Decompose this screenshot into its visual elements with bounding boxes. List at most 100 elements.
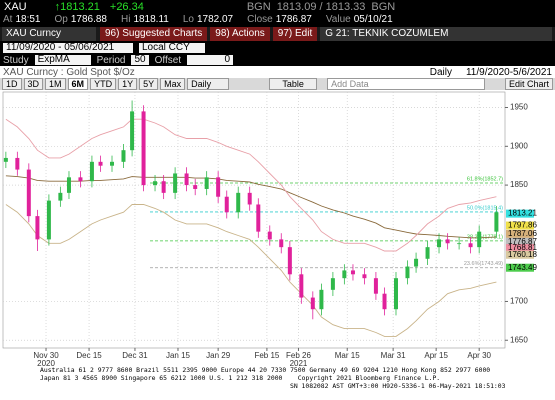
period-button[interactable]: 3D — [23, 78, 44, 90]
year-label: 2020 — [37, 359, 55, 366]
x-tick-label: Dec 15 — [76, 351, 102, 360]
study-line — [5, 175, 497, 239]
study-label: Study — [3, 54, 29, 66]
date-range[interactable]: 11/09/2020 - 05/06/2021 — [3, 43, 133, 53]
fib-label: 23.6%(1743.49) — [464, 261, 503, 267]
currency[interactable]: Local CCY — [139, 43, 205, 53]
candle-body — [224, 196, 229, 213]
candle-body — [287, 247, 292, 275]
candle-body — [425, 247, 430, 259]
period-button[interactable]: YTD — [90, 78, 117, 90]
footer-text: Copyright 2021 Bloomberg Finance L.P. — [297, 374, 441, 382]
candle-body — [279, 239, 284, 248]
arrow: ↑ — [54, 0, 61, 13]
x-tick-label: Mar 31 — [381, 351, 406, 360]
offset[interactable]: 0 — [187, 55, 234, 65]
table-button[interactable]: Table — [269, 78, 318, 90]
candle-body — [350, 270, 355, 275]
y-tick-label: 1650 — [510, 335, 528, 344]
chart-header: XAU Curncy : Gold Spot $/Oz Daily 11/9/2… — [0, 66, 555, 78]
x-tick-label: Dec 31 — [122, 351, 148, 360]
period-button[interactable]: 1D — [2, 78, 22, 90]
candle-body — [342, 270, 347, 279]
period-label: Period — [96, 54, 126, 66]
info-value: 1818.11 — [133, 14, 169, 25]
candle-body — [405, 266, 410, 279]
x-tick-label: Jan 29 — [206, 351, 231, 360]
edit-chart[interactable]: Edit Chart — [504, 78, 553, 90]
y-tick-label: 1700 — [510, 297, 528, 306]
info-label: Hi — [120, 14, 131, 25]
plot-area — [0, 90, 555, 366]
candle-body — [153, 181, 158, 186]
candle-body — [437, 239, 442, 248]
candle-body — [121, 150, 126, 162]
period-button[interactable]: Max — [160, 78, 186, 90]
period[interactable]: 50 — [131, 55, 149, 65]
study-line — [5, 118, 497, 252]
toolbar: XAU Curncy 96) Suggested Charts 98) Actio… — [0, 27, 555, 41]
info-value: 1786.87 — [275, 14, 312, 25]
price-tag — [506, 221, 534, 230]
fib-label: 61.8%(1852.7) — [467, 176, 503, 182]
toolbar-button[interactable]: 96) Suggested Charts — [100, 27, 208, 41]
candle-body — [141, 111, 146, 186]
security-input[interactable]: XAU Curncy — [2, 27, 96, 41]
chart-range: 11/9/2020-5/6/2021 — [465, 66, 552, 78]
x-tick-label: Feb 15 — [254, 351, 279, 360]
study-name[interactable]: ExpMA — [34, 55, 91, 65]
candle-body — [35, 216, 40, 240]
candle-body — [468, 243, 473, 248]
period-bar: 1D 3D 1M 6M YTD 1Y 5Y Max Daily Table Add Data Edit… — [0, 78, 555, 90]
add-data[interactable]: Add Data — [327, 78, 486, 90]
frequency-select[interactable]: Daily — [187, 78, 230, 90]
chart-frequency: Daily — [429, 66, 452, 78]
candle-body — [310, 297, 315, 310]
candle-body — [66, 177, 71, 193]
x-tick-label: Feb 26 — [286, 351, 311, 360]
candle-body — [247, 192, 252, 205]
candle-body — [494, 212, 499, 232]
footer-text: Japan 81 3 4565 8900 Singapore 65 6212 1… — [40, 374, 283, 382]
period-button[interactable]: 5Y — [139, 78, 159, 90]
plot-frame — [2, 91, 506, 349]
candle-body — [414, 258, 419, 267]
candle-body — [26, 169, 31, 217]
candle-body — [89, 161, 94, 182]
y-tick-label: 1900 — [510, 141, 528, 150]
candle-body — [216, 177, 221, 197]
candle-body — [46, 200, 51, 240]
last-price: 1813.21 — [60, 0, 100, 13]
bid-source: BGN — [246, 0, 271, 13]
candle-body — [204, 177, 209, 189]
candle-body — [184, 173, 189, 186]
page-title: G 21: TEKNIK COZUMLEM — [320, 27, 552, 41]
chart-security: XAU Curncy : Gold Spot $/Oz — [3, 66, 135, 78]
info-bar: At 18:51 Op 1786.88 Hi 1818.11 Lo 1782.07 Close 1… — [0, 13, 555, 26]
y-tick-label: 1950 — [510, 103, 528, 112]
x-tick-label: Apr 30 — [467, 351, 491, 360]
price-tag — [506, 229, 534, 238]
price-tag-label: 1776.87 — [508, 237, 537, 246]
candle-body — [457, 243, 462, 245]
toolbar-button[interactable]: 97) Edit — [272, 27, 318, 41]
info-value: 05/10/21 — [353, 14, 393, 25]
candle-body — [3, 157, 8, 162]
toolbar-button[interactable]: 98) Actions — [210, 27, 270, 41]
info-label: At — [3, 14, 13, 25]
candle-body — [193, 185, 198, 189]
chart: 1650 1700 1850 1900 1950 Nov 30 Dec 15 Dec 31 Ja… — [0, 90, 555, 366]
info-label: Value — [325, 14, 351, 25]
period-button[interactable]: 1Y — [118, 78, 138, 90]
range-bar: 11/09/2020 - 05/06/2021 Local CCY — [0, 42, 555, 54]
price-tag — [506, 244, 534, 253]
quote-bar: XAU ↑ 1813.21 +26.34 BGN 1813.09 / 1813.… — [0, 0, 555, 13]
candle-body — [256, 204, 261, 232]
period-button[interactable]: 6M — [67, 78, 89, 90]
bid-ask: 1813.09 / 1813.33 — [276, 0, 366, 13]
period-button[interactable]: 1M — [45, 78, 66, 90]
price-tag-label: 1813.21 — [508, 209, 537, 218]
info-label: Close — [247, 14, 273, 25]
candle-body — [78, 177, 83, 182]
